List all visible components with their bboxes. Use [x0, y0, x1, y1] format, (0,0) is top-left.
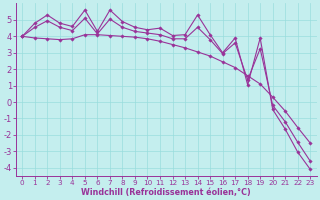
X-axis label: Windchill (Refroidissement éolien,°C): Windchill (Refroidissement éolien,°C)	[81, 188, 251, 197]
